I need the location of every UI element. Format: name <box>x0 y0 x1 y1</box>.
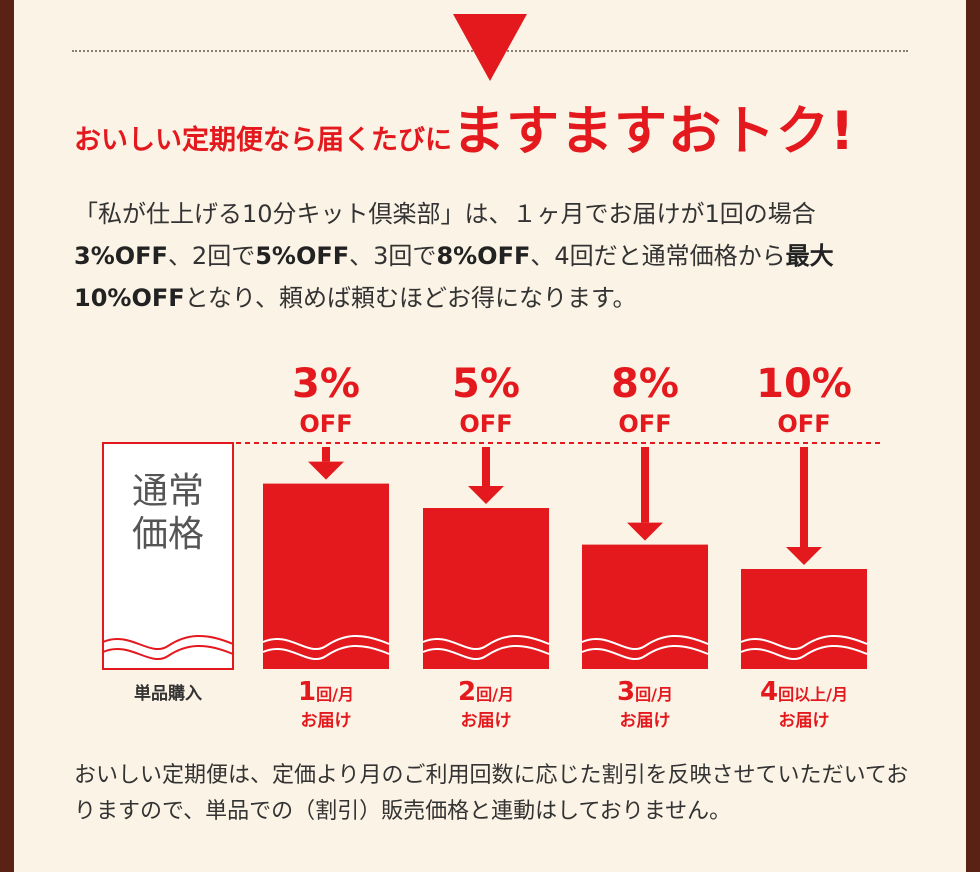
headline: おいしい定期便なら届くたびにますますおトク! <box>74 105 855 158</box>
baseline-label-line2: 価格 <box>132 514 204 555</box>
baseline-wave <box>102 634 234 651</box>
bar-3 <box>582 544 708 669</box>
baseline-caption: 単品購入 <box>134 683 202 704</box>
headline-emphasis: ますますおトク! <box>452 101 856 162</box>
bar-wave-b-3 <box>581 644 709 661</box>
baseline-wave-2 <box>102 644 234 661</box>
bar-wave-b-4 <box>740 644 868 661</box>
intro-bold-4: 最大10%OFF <box>74 242 834 312</box>
percent-label-4: 10% <box>756 361 852 407</box>
intro-text-3: 、3回で <box>349 242 437 270</box>
category-sub-3: お届け <box>620 711 671 731</box>
arrow-head-3 <box>627 522 663 541</box>
bar-wave-4 <box>740 634 868 651</box>
baseline-box <box>102 442 234 670</box>
intro-text-1: 「私が仕上げる10分キット倶楽部」は、１ヶ月でお届けが1回の場合 <box>74 200 816 228</box>
headline-lead: おいしい定期便なら届くたびに <box>74 125 452 156</box>
arrow-shaft-4 <box>800 447 808 547</box>
intro-paragraph: 「私が仕上げる10分キット倶楽部」は、１ヶ月でお届けが1回の場合 3%OFF、2回… <box>74 193 914 319</box>
bar-4 <box>741 569 867 669</box>
intro-text-2: 、2回で <box>167 242 256 270</box>
percent-label-2: 5% <box>452 361 520 407</box>
arrow-shaft-1 <box>322 447 330 462</box>
off-label-4: OFF <box>777 410 830 438</box>
footnote: おいしい定期便は、定価より月のご利用回数に応じた割引を反映させていただいておりま… <box>74 763 909 824</box>
arrow-shaft-2 <box>482 447 490 486</box>
arrow-head-4 <box>786 547 822 565</box>
arrow-shaft-3 <box>641 447 649 523</box>
intro-text-4: 、4回だと通常価格から <box>530 242 786 270</box>
arrow-head-2 <box>468 486 504 504</box>
bar-wave-b-2 <box>422 644 550 661</box>
bar-wave-3 <box>581 634 709 651</box>
off-label-2: OFF <box>459 410 512 438</box>
category-sub-4: お届け <box>779 711 830 731</box>
baseline-label-line1: 通常 <box>132 471 204 512</box>
category-label-2: 2回/月 <box>458 677 514 707</box>
intro-bold-2: 5%OFF <box>255 242 350 270</box>
off-label-3: OFF <box>618 410 671 438</box>
intro-bold-1: 3%OFF <box>74 242 168 270</box>
category-sub-2: お届け <box>461 711 512 731</box>
category-label-3: 3回/月 <box>617 677 673 707</box>
category-label-4: 4回以上/月 <box>760 677 848 707</box>
off-label-1: OFF <box>299 410 352 438</box>
right-frame-border <box>966 0 980 872</box>
down-arrow-icon <box>453 14 527 81</box>
left-frame-border <box>0 0 14 872</box>
bar-2 <box>423 508 549 669</box>
arrow-head-1 <box>308 461 344 480</box>
category-label-1: 1回/月 <box>298 677 354 707</box>
baseline-bar: 通常 価格 単品購入 <box>102 442 234 704</box>
intro-text-5: となり、頼めば頼むほどお得になります。 <box>184 284 637 312</box>
intro-bold-3: 8%OFF <box>436 242 531 270</box>
bar-1 <box>263 483 389 669</box>
bar-wave-1 <box>262 634 390 651</box>
percent-label-1: 3% <box>292 361 360 407</box>
bar-wave-b-1 <box>262 644 390 661</box>
percent-label-3: 8% <box>611 361 679 407</box>
bar-wave-2 <box>422 634 550 651</box>
category-sub-1: お届け <box>301 711 352 731</box>
